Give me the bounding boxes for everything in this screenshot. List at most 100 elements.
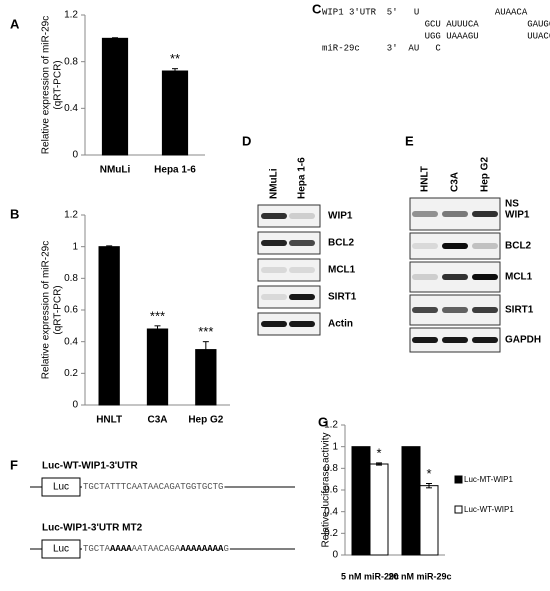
- lane-label: C3A: [450, 172, 461, 192]
- band: [442, 211, 468, 217]
- row-label: WIP1: [328, 211, 353, 222]
- band: [261, 321, 287, 327]
- y-tick-label: 0.8: [64, 273, 78, 284]
- x-tick-label: Hep G2: [188, 415, 223, 426]
- luc-label: Luc: [53, 482, 69, 493]
- sequence: TGCTAAAAAAATAACAGAAAAAAAAAG: [83, 544, 229, 554]
- blot: [257, 204, 321, 228]
- bar: [401, 446, 421, 556]
- bar: [101, 37, 129, 156]
- band: [412, 337, 438, 343]
- luc-box: [41, 477, 81, 497]
- row-label: MCL1: [328, 265, 356, 276]
- row-label: SIRT1: [328, 292, 357, 303]
- row-label: Actin: [328, 319, 353, 330]
- band: [289, 294, 315, 300]
- blot: [257, 258, 321, 282]
- annotation: *: [426, 466, 431, 481]
- annotation: **: [170, 51, 180, 66]
- band: [412, 307, 438, 313]
- annotation: ***: [198, 324, 213, 339]
- band: [412, 274, 438, 280]
- panel-label: B: [10, 206, 19, 221]
- panel-label: G: [318, 414, 328, 429]
- y-tick-label: 1.2: [64, 10, 78, 21]
- bar: [146, 328, 169, 406]
- band: [261, 294, 287, 300]
- y-axis-label: (qRT-PCR): [53, 285, 64, 334]
- x-tick-label: 5 nM miR-29c: [341, 571, 399, 581]
- y-tick-label: 0.8: [64, 56, 78, 67]
- y-tick-label: 0.4: [64, 103, 78, 114]
- sequence-part: AATAACAGA: [132, 544, 181, 554]
- construct-title: Luc-WT-WIP1-3'UTR: [42, 461, 138, 472]
- band: [261, 240, 287, 246]
- band: [412, 211, 438, 217]
- band: [261, 267, 287, 273]
- x-tick-label: HNLT: [96, 415, 122, 426]
- x-tick-label: C3A: [147, 415, 167, 426]
- band: [472, 274, 498, 280]
- y-tick-label: 0: [72, 400, 78, 411]
- row-label: BCL2: [328, 238, 355, 249]
- y-tick-label: 0.2: [64, 368, 78, 379]
- alignment-line: WIP1 3'UTR 5' U AUAACA C 3': [322, 7, 550, 17]
- sequence-part: AAAAAAAA: [180, 544, 224, 554]
- y-axis-label: Relative luciferase activity: [321, 432, 332, 547]
- x-tick-label: 20 nM miR-29c: [388, 571, 451, 581]
- sequence-bg: [82, 543, 230, 555]
- y-tick-label: 1.2: [324, 420, 338, 431]
- y-axis-label: Relative expression of miR-29c: [41, 241, 52, 379]
- row-label: BCL2: [505, 241, 532, 252]
- band: [261, 213, 287, 219]
- legend-swatch: [454, 505, 463, 514]
- bar: [419, 485, 439, 556]
- lane-label: NMuLi: [269, 168, 280, 199]
- panel-label: C: [312, 1, 322, 16]
- lane-label: Hep G2: [480, 157, 491, 192]
- sequence-bg: [82, 481, 225, 493]
- bar: [369, 463, 389, 556]
- band: [442, 337, 468, 343]
- band: [412, 243, 438, 249]
- band: [472, 243, 498, 249]
- panel-label: E: [405, 133, 414, 148]
- band: [442, 243, 468, 249]
- y-axis-label: (qRT-PCR): [53, 60, 64, 109]
- x-tick-label: Hepa 1-6: [154, 165, 196, 176]
- legend-swatch: [454, 475, 463, 484]
- y-tick-label: 1: [332, 441, 338, 452]
- band: [442, 274, 468, 280]
- band: [289, 240, 315, 246]
- y-tick-label: 0.2: [324, 528, 338, 539]
- luc-box: [41, 539, 81, 559]
- y-tick-label: 0.6: [324, 485, 338, 496]
- y-tick-label: 0: [332, 550, 338, 561]
- panel-label: F: [10, 457, 18, 472]
- y-tick-label: 0: [72, 150, 78, 161]
- band: [472, 211, 498, 217]
- band: [289, 267, 315, 273]
- x-tick-label: NMuLi: [100, 165, 131, 176]
- bar: [351, 446, 371, 556]
- sequence: TGCTATTTCAATAACAGATGGTGCTG: [83, 482, 223, 492]
- band: [472, 337, 498, 343]
- band: [472, 307, 498, 313]
- row-label: MCL1: [505, 272, 533, 283]
- row-label: SIRT1: [505, 305, 534, 316]
- lane-label: Hepa 1-6: [297, 157, 308, 199]
- sequence-part: TGCTATTTCAATAACAGATGGTGCTG: [83, 482, 223, 492]
- band: [289, 213, 315, 219]
- annotation: ***: [150, 308, 165, 323]
- alignment-line: GCU AUUUCA GAUGGUGCUG: [322, 19, 550, 29]
- annotation: *: [376, 445, 381, 460]
- sequence-part: AAAA: [110, 544, 132, 554]
- y-tick-label: 0.4: [64, 336, 78, 347]
- alignment-line: UGG UAAAGU UUACCACGAU: [322, 31, 550, 41]
- row-label: NS: [505, 199, 519, 210]
- row-label: GAPDH: [505, 335, 541, 346]
- y-axis-label: Relative expression of miR-29c: [41, 16, 52, 154]
- construct-title: Luc-WIP1-3'UTR MT2: [42, 523, 143, 534]
- lane-label: HNLT: [420, 166, 431, 192]
